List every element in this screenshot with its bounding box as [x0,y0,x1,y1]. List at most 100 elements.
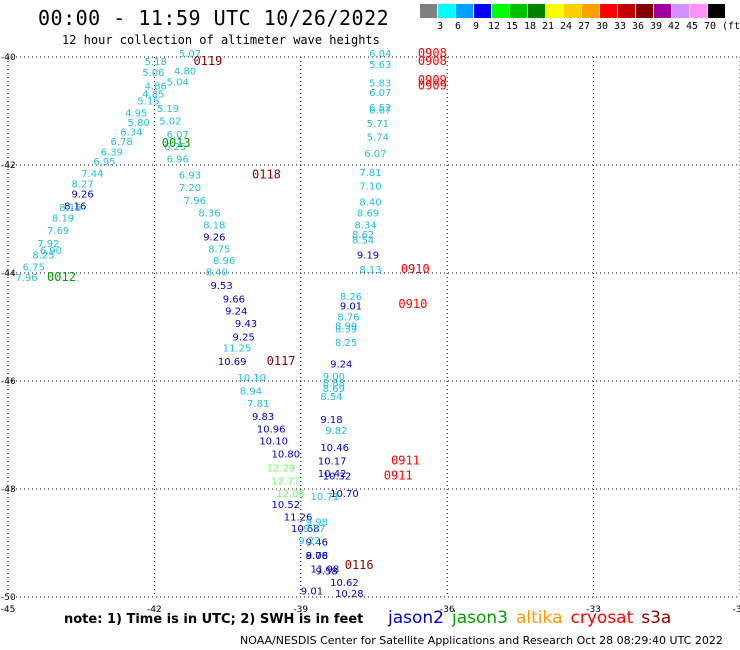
wave-height-value: 7.20 [179,183,201,194]
wave-height-value: 5.02 [159,117,181,128]
wave-height-value: 7.44 [81,169,103,180]
wave-height-value: 10.42 [318,469,347,480]
scale-swatch [420,4,437,18]
wave-height-value: 8.40 [206,268,228,279]
scale-label: 42 [667,21,681,32]
pass-label: 0908 [418,46,447,60]
wave-height-value: 9.26 [71,189,93,200]
wave-height-value: 8.25 [32,250,54,261]
legend-s3a: s3a [641,608,672,628]
scale-swatch [546,4,563,18]
wave-height-value: 6.93 [179,171,201,182]
wave-height-value: 8.88 [323,378,345,389]
note-text: note: 1) Time is in UTC; 2) SWH is in fe… [64,612,364,627]
lon-label: -45 [1,605,16,615]
wave-height-value: 5.71 [367,119,389,130]
wave-height-value: 8.18 [203,221,225,232]
wave-height-value: 10.32 [323,471,352,482]
wave-height-value: 10.71 [311,492,340,503]
wave-height-value: 8.25 [335,338,357,349]
wave-height-value: 6.07 [364,149,386,160]
page-title: 00:00 - 11:59 UTC 10/26/2022 [38,6,390,30]
wave-height-value: 5.07 [179,49,201,60]
wave-height-value: 6.39 [101,147,123,158]
wave-height-value: 12.77 [272,477,301,488]
pass-label: 0909 [418,78,447,92]
wave-height-value: 4.80 [174,66,196,77]
page-subtitle: 12 hour collection of altimeter wave hei… [62,33,380,47]
wave-height-value: 9.01 [340,302,362,313]
wave-height-value: 8.36 [198,208,220,219]
wave-height-value: 11.98 [311,565,340,576]
wave-height-value: 8.76 [306,551,328,562]
wave-height-value: 10.17 [318,457,347,468]
wave-height-value: 8.69 [357,208,379,219]
wave-height-value: 5.80 [128,118,150,129]
wave-height-value: 10.68 [291,524,320,535]
pass-label: 0911 [384,468,413,482]
credit-line: NOAA/NESDIS Center for Satellite Applica… [240,634,723,647]
scale-swatch [618,4,635,18]
wave-height-value: 8.39 [335,324,357,335]
scale-swatch [492,4,509,18]
scale-swatch [474,4,491,18]
wave-height-value: 9.25 [232,333,254,344]
wave-height-value: 10.28 [335,589,364,600]
wave-height-value: 7.69 [47,226,69,237]
scale-swatch [438,4,455,18]
wave-height-value: 6.96 [167,154,189,165]
pass-label: 0116 [345,558,374,572]
legend-altika: altika [516,608,563,628]
wave-height-value: 8.13 [359,265,381,276]
wave-height-value: 8.99 [335,322,357,333]
wave-height-value: 5.19 [157,104,179,115]
wave-height-value: 4.95 [125,108,147,119]
scale-swatch [690,4,707,18]
wave-height-value: 8.96 [213,256,235,267]
wave-height-value: 8.62 [352,230,374,241]
pass-label: 0910 [401,262,430,276]
lat-label: -50 [1,593,16,603]
wave-height-value: 4.85 [142,90,164,101]
scale-swatch [636,4,653,18]
pass-label: 0117 [267,354,296,368]
wave-height-value: 10.80 [272,450,301,461]
satellite-legend: jason2 jason3 altika cryosat s3a [388,608,679,628]
wave-height-value: 7.96 [184,196,206,207]
wave-height-value: 10.46 [320,443,349,454]
wave-height-value: 8.34 [354,221,376,232]
legend-cryosat: cryosat [570,608,634,628]
wave-height-value: 9.57 [303,524,325,535]
wave-height-value: 7.81 [247,399,269,410]
legend-jason2: jason2 [388,608,444,628]
wave-height-value: 9.26 [203,233,225,244]
lon-label: -39 [293,605,308,615]
scale-swatch [672,4,689,18]
wave-height-value: 9.22 [298,536,320,547]
pass-label: 0119 [193,54,222,68]
legend-jason3: jason3 [452,608,508,628]
wave-height-value: 5.74 [367,133,389,144]
wave-height-value: 6.78 [110,137,132,148]
wave-height-value: 8.69 [323,384,345,395]
scale-label: 6 [454,21,462,32]
pass-label: 0909 [418,73,447,87]
lon-label: -33 [586,605,601,615]
scale-swatch [708,4,725,18]
wave-height-value: 8.75 [208,244,230,255]
scale-label: 33 [613,21,627,32]
scale-swatch [600,4,617,18]
wave-height-value: 6.67 [369,106,391,117]
wave-height-value: 8.26 [340,292,362,303]
wave-height-value: 6.07 [167,130,189,141]
wave-height-value: 7.81 [359,168,381,179]
scale-swatch [564,4,581,18]
wave-height-value: 8.76 [337,313,359,324]
wave-height-value: 10.69 [218,357,247,368]
wave-height-value: 6.07 [369,88,391,99]
scale-label: 27 [577,21,591,32]
wave-height-value: 8.40 [359,198,381,209]
wave-height-value: 10.62 [330,578,359,589]
scale-label: 21 [541,21,555,32]
